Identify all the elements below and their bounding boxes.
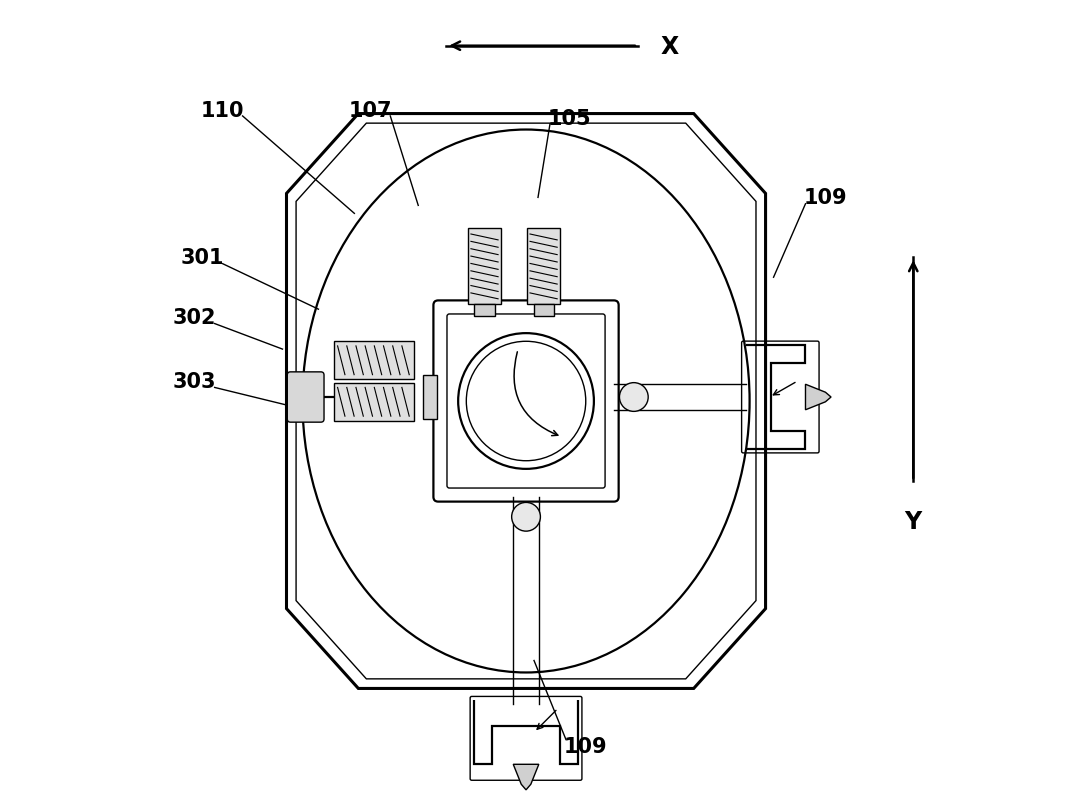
- Text: 109: 109: [564, 736, 608, 756]
- Text: 105: 105: [549, 108, 592, 128]
- Polygon shape: [513, 764, 539, 790]
- Text: 107: 107: [349, 100, 392, 120]
- Bar: [423, 376, 438, 419]
- Polygon shape: [805, 385, 831, 410]
- Bar: [334, 383, 414, 422]
- Bar: [467, 228, 501, 304]
- Text: 302: 302: [173, 308, 217, 328]
- Text: 109: 109: [803, 188, 848, 208]
- Text: Y: Y: [905, 509, 921, 533]
- Bar: [533, 304, 554, 317]
- Circle shape: [512, 503, 541, 532]
- Text: 303: 303: [173, 372, 217, 392]
- Text: X: X: [660, 35, 679, 59]
- Bar: [475, 304, 494, 317]
- Text: 110: 110: [201, 100, 244, 120]
- Text: 301: 301: [181, 248, 224, 268]
- Bar: [527, 228, 560, 304]
- FancyBboxPatch shape: [287, 373, 324, 422]
- Circle shape: [619, 383, 648, 412]
- Bar: [334, 342, 414, 380]
